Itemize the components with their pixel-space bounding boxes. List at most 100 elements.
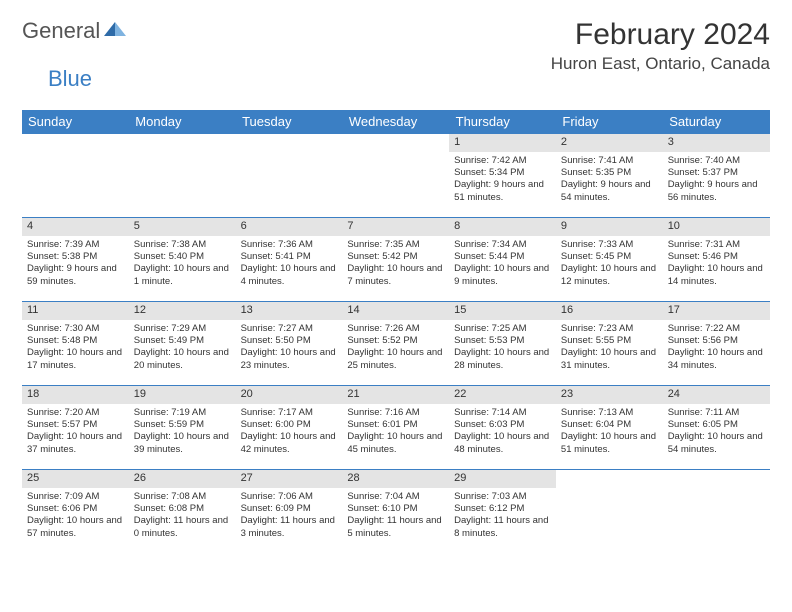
day-cell: Sunrise: 7:35 AMSunset: 5:42 PMDaylight:…: [342, 236, 449, 302]
sunrise-value: 7:16 AM: [385, 407, 420, 418]
day-number-row: 45678910: [22, 218, 770, 236]
day-number-cell: 22: [449, 386, 556, 404]
day-details: Sunrise: 7:34 AMSunset: 5:44 PMDaylight:…: [454, 239, 551, 288]
day-cell: Sunrise: 7:39 AMSunset: 5:38 PMDaylight:…: [22, 236, 129, 302]
day-number: 7: [347, 220, 353, 232]
day-cell: Sunrise: 7:27 AMSunset: 5:50 PMDaylight:…: [236, 320, 343, 386]
day-number-cell: [22, 134, 129, 152]
day-number-cell: 7: [342, 218, 449, 236]
sunset-line: Sunset: 6:12 PM: [454, 503, 551, 515]
logo-text-general: General: [22, 18, 100, 44]
day-number: 1: [454, 136, 460, 148]
daylight-line: Daylight: 10 hours and 9 minutes.: [454, 263, 551, 288]
sunset-value: 6:01 PM: [382, 419, 417, 430]
sunset-label: Sunset:: [454, 419, 486, 430]
sunrise-line: Sunrise: 7:29 AM: [134, 323, 231, 335]
daylight-label: Daylight:: [668, 347, 705, 358]
day-number: 11: [27, 304, 38, 316]
day-number: 12: [134, 304, 146, 316]
sunset-line: Sunset: 5:49 PM: [134, 335, 231, 347]
daylight-label: Daylight:: [668, 263, 705, 274]
day-details: Sunrise: 7:03 AMSunset: 6:12 PMDaylight:…: [454, 491, 551, 540]
day-cell: Sunrise: 7:19 AMSunset: 5:59 PMDaylight:…: [129, 404, 236, 470]
day-content-row: Sunrise: 7:09 AMSunset: 6:06 PMDaylight:…: [22, 488, 770, 554]
sunset-label: Sunset:: [668, 335, 700, 346]
sunset-line: Sunset: 5:40 PM: [134, 251, 231, 263]
sunset-line: Sunset: 5:57 PM: [27, 419, 124, 431]
day-number-cell: 21: [342, 386, 449, 404]
day-number-cell: 4: [22, 218, 129, 236]
day-cell: [342, 152, 449, 218]
day-details: Sunrise: 7:35 AMSunset: 5:42 PMDaylight:…: [347, 239, 444, 288]
sunset-value: 6:00 PM: [275, 419, 310, 430]
sunset-value: 5:55 PM: [596, 335, 631, 346]
day-number-cell: [556, 470, 663, 488]
day-cell: Sunrise: 7:16 AMSunset: 6:01 PMDaylight:…: [342, 404, 449, 470]
weekday-header-row: Sunday Monday Tuesday Wednesday Thursday…: [22, 110, 770, 134]
sunset-line: Sunset: 6:00 PM: [241, 419, 338, 431]
sunrise-value: 7:38 AM: [171, 239, 206, 250]
day-cell: [556, 488, 663, 554]
sunrise-label: Sunrise:: [347, 407, 382, 418]
sunset-line: Sunset: 5:44 PM: [454, 251, 551, 263]
sunrise-value: 7:42 AM: [492, 155, 527, 166]
day-cell: Sunrise: 7:13 AMSunset: 6:04 PMDaylight:…: [556, 404, 663, 470]
sunrise-label: Sunrise:: [347, 491, 382, 502]
sunrise-line: Sunrise: 7:16 AM: [347, 407, 444, 419]
day-details: Sunrise: 7:08 AMSunset: 6:08 PMDaylight:…: [134, 491, 231, 540]
day-number: 26: [134, 472, 146, 484]
daylight-line: Daylight: 10 hours and 51 minutes.: [561, 431, 658, 456]
sunset-label: Sunset:: [27, 335, 59, 346]
weekday-header: Monday: [129, 110, 236, 134]
daylight-label: Daylight:: [561, 431, 598, 442]
day-number-cell: 14: [342, 302, 449, 320]
weekday-header: Friday: [556, 110, 663, 134]
day-number: 20: [241, 388, 253, 400]
day-content-row: Sunrise: 7:42 AMSunset: 5:34 PMDaylight:…: [22, 152, 770, 218]
logo-text-blue: Blue: [48, 66, 92, 91]
day-details: Sunrise: 7:40 AMSunset: 5:37 PMDaylight:…: [668, 155, 765, 204]
daylight-line: Daylight: 10 hours and 54 minutes.: [668, 431, 765, 456]
sunset-value: 5:50 PM: [275, 335, 310, 346]
day-number: 9: [561, 220, 567, 232]
sunset-line: Sunset: 5:45 PM: [561, 251, 658, 263]
sunrise-label: Sunrise:: [668, 239, 703, 250]
sunrise-label: Sunrise:: [27, 239, 62, 250]
daylight-line: Daylight: 9 hours and 59 minutes.: [27, 263, 124, 288]
sunset-line: Sunset: 5:55 PM: [561, 335, 658, 347]
daylight-label: Daylight:: [561, 179, 598, 190]
day-number-cell: 6: [236, 218, 343, 236]
sunset-value: 5:34 PM: [489, 167, 524, 178]
sunset-label: Sunset:: [241, 503, 273, 514]
sunset-line: Sunset: 6:05 PM: [668, 419, 765, 431]
sunset-label: Sunset:: [454, 503, 486, 514]
day-cell: Sunrise: 7:22 AMSunset: 5:56 PMDaylight:…: [663, 320, 770, 386]
sunset-label: Sunset:: [241, 335, 273, 346]
day-cell: [236, 152, 343, 218]
daylight-line: Daylight: 10 hours and 17 minutes.: [27, 347, 124, 372]
sunrise-line: Sunrise: 7:20 AM: [27, 407, 124, 419]
day-number: 22: [454, 388, 466, 400]
daylight-label: Daylight:: [454, 347, 491, 358]
sunset-line: Sunset: 6:03 PM: [454, 419, 551, 431]
daylight-line: Daylight: 10 hours and 12 minutes.: [561, 263, 658, 288]
sunset-value: 5:48 PM: [62, 335, 97, 346]
sunset-value: 5:45 PM: [596, 251, 631, 262]
day-content-row: Sunrise: 7:30 AMSunset: 5:48 PMDaylight:…: [22, 320, 770, 386]
sunset-label: Sunset:: [134, 335, 166, 346]
day-details: Sunrise: 7:33 AMSunset: 5:45 PMDaylight:…: [561, 239, 658, 288]
day-number-cell: 1: [449, 134, 556, 152]
day-number-cell: [129, 134, 236, 152]
sunset-label: Sunset:: [134, 503, 166, 514]
daylight-label: Daylight:: [241, 347, 278, 358]
daylight-label: Daylight:: [561, 263, 598, 274]
daylight-label: Daylight:: [241, 431, 278, 442]
sunrise-label: Sunrise:: [561, 239, 596, 250]
day-details: Sunrise: 7:41 AMSunset: 5:35 PMDaylight:…: [561, 155, 658, 204]
sunrise-line: Sunrise: 7:41 AM: [561, 155, 658, 167]
sunset-value: 6:04 PM: [596, 419, 631, 430]
sunset-line: Sunset: 6:04 PM: [561, 419, 658, 431]
daylight-line: Daylight: 10 hours and 37 minutes.: [27, 431, 124, 456]
sunset-label: Sunset:: [134, 419, 166, 430]
sunrise-line: Sunrise: 7:30 AM: [27, 323, 124, 335]
